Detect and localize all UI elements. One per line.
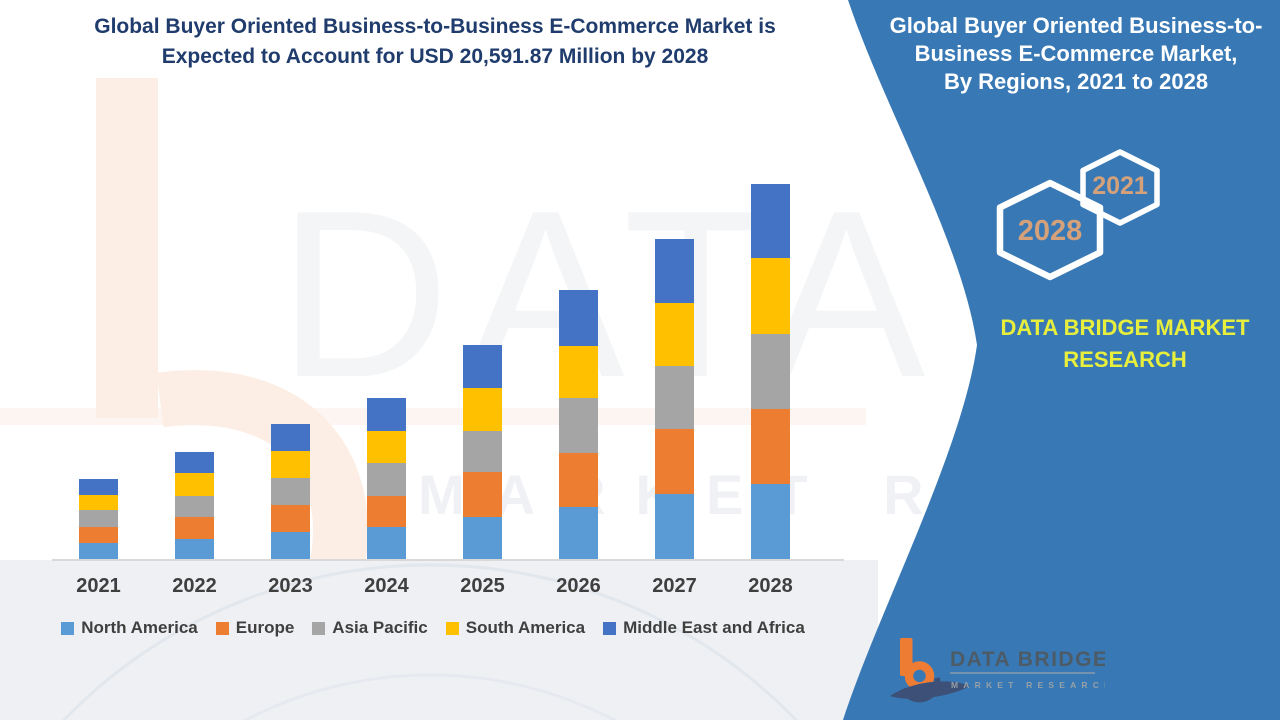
bar-segment bbox=[367, 463, 406, 496]
bar-segment bbox=[655, 429, 694, 494]
bar-segment bbox=[271, 451, 310, 478]
hexagon-2021-icon bbox=[1080, 149, 1160, 226]
panel-title: Global Buyer Oriented Business-to- Busin… bbox=[876, 12, 1276, 96]
page-title-line2: Expected to Account for USD 20,591.87 Mi… bbox=[161, 45, 709, 68]
stacked-bar-2025 bbox=[463, 345, 502, 560]
bar-segment bbox=[367, 431, 406, 463]
blue-panel-shape bbox=[843, 0, 1280, 720]
x-axis-label: 2023 bbox=[268, 575, 313, 597]
page-title: Global Buyer Oriented Business-to-Busine… bbox=[20, 12, 850, 72]
logo-subname: MARKET RESEARCH bbox=[951, 680, 1105, 690]
bar-segment bbox=[463, 517, 502, 560]
bar-segment bbox=[751, 258, 790, 334]
dbmr-logo: DATA BRIDGE MARKET RESEARCH bbox=[890, 638, 1105, 703]
legend-swatch bbox=[215, 621, 229, 635]
legend-item: Middle East and Africa bbox=[603, 618, 805, 638]
x-axis-label: 2024 bbox=[364, 575, 409, 597]
x-axis-label: 2028 bbox=[748, 575, 793, 597]
stacked-bar-2027 bbox=[655, 239, 694, 560]
x-axis-label: 2026 bbox=[556, 575, 601, 597]
bar-segment bbox=[463, 388, 502, 431]
legend-swatch bbox=[445, 621, 459, 635]
legend-label: North America bbox=[81, 618, 198, 637]
bar-segment bbox=[655, 366, 694, 429]
x-axis-label: 2025 bbox=[460, 575, 505, 597]
stacked-bar-2026 bbox=[559, 290, 598, 560]
bar-segment bbox=[559, 453, 598, 507]
bar-segment bbox=[655, 239, 694, 303]
bar-segment bbox=[655, 494, 694, 560]
bar-segment bbox=[271, 505, 310, 532]
bar-segment bbox=[175, 539, 214, 560]
x-axis-label: 2027 bbox=[652, 575, 697, 597]
bar-segment bbox=[367, 398, 406, 431]
bar-segment bbox=[751, 484, 790, 560]
bar-segment bbox=[655, 303, 694, 366]
bar-segment bbox=[271, 532, 310, 560]
legend-label: Asia Pacific bbox=[332, 618, 428, 637]
bar-segment bbox=[79, 527, 118, 543]
legend-label: Middle East and Africa bbox=[623, 618, 805, 637]
bar-segment bbox=[463, 472, 502, 517]
brand-text: DATA BRIDGE MARKET RESEARCH bbox=[1000, 315, 1250, 372]
bar-segment bbox=[175, 496, 214, 517]
legend-swatch bbox=[61, 621, 75, 635]
legend-item: North America bbox=[61, 618, 198, 638]
panel-title-line3: By Regions, 2021 to 2028 bbox=[943, 69, 1209, 94]
stacked-bar-2024 bbox=[367, 398, 406, 560]
hexagon-2028-icon bbox=[996, 179, 1104, 281]
legend-swatch bbox=[603, 621, 617, 635]
bar-segment bbox=[559, 346, 598, 398]
bar-segment bbox=[271, 478, 310, 505]
bar-segment bbox=[751, 184, 790, 258]
hex-year-2028: 2028 bbox=[1017, 215, 1083, 247]
logo-name: DATA BRIDGE bbox=[950, 648, 1105, 671]
bar-segment bbox=[79, 510, 118, 527]
legend-item: Asia Pacific bbox=[312, 618, 428, 638]
bar-segment bbox=[559, 398, 598, 453]
panel-title-line1: Global Buyer Oriented Business-to- bbox=[889, 13, 1263, 38]
legend-item: Europe bbox=[215, 618, 295, 638]
stacked-bar-2021 bbox=[79, 479, 118, 560]
stacked-bar-2023 bbox=[271, 424, 310, 560]
legend-label: Europe bbox=[235, 618, 295, 637]
legend-label: South America bbox=[465, 618, 586, 637]
bar-segment bbox=[367, 527, 406, 560]
legend-swatch bbox=[312, 621, 326, 635]
page-title-line1: Global Buyer Oriented Business-to-Busine… bbox=[94, 15, 776, 38]
bar-segment bbox=[559, 507, 598, 560]
bar-segment bbox=[79, 479, 118, 495]
bar-segment bbox=[463, 345, 502, 388]
x-axis-label: 2021 bbox=[76, 575, 121, 597]
bar-segment bbox=[175, 452, 214, 473]
x-axis-line bbox=[52, 559, 844, 561]
bar-segment bbox=[175, 517, 214, 539]
hex-year-2021: 2021 bbox=[1092, 172, 1148, 200]
panel-title-line2: Business E-Commerce Market, bbox=[914, 41, 1238, 66]
stacked-bar-2022 bbox=[175, 452, 214, 560]
bar-segment bbox=[751, 409, 790, 484]
chart-legend: North America Europe Asia Pacific South Ame… bbox=[0, 618, 866, 638]
stacked-bar-chart: 2021 2022 2023 2024 2025 2026 2027 2028 North A… bbox=[0, 184, 866, 638]
stacked-bar-2028 bbox=[751, 184, 790, 560]
logo-b-icon bbox=[890, 638, 970, 703]
bar-segment bbox=[367, 496, 406, 527]
bar-segment bbox=[79, 495, 118, 510]
bar-segment bbox=[271, 424, 310, 451]
x-axis-label: 2022 bbox=[172, 575, 217, 597]
bar-segment bbox=[79, 543, 118, 560]
bar-segment bbox=[559, 290, 598, 346]
legend-item: South America bbox=[445, 618, 586, 638]
bar-segment bbox=[175, 473, 214, 496]
bar-segment bbox=[751, 334, 790, 409]
bar-segment bbox=[463, 431, 502, 472]
